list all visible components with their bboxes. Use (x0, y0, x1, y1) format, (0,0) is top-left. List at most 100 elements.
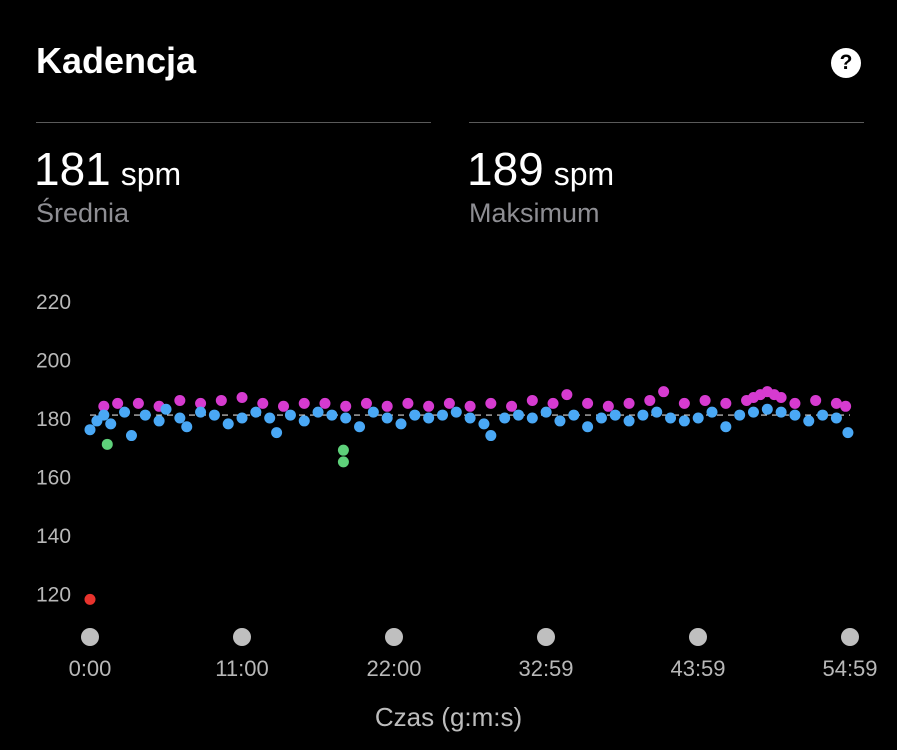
data-point-above_avg (98, 400, 110, 412)
data-point-average (830, 412, 842, 424)
data-point-average (181, 421, 193, 433)
y-tick-label: 200 (36, 350, 71, 373)
average-number: 181 (34, 143, 111, 195)
y-tick-label: 180 (36, 408, 71, 431)
data-point-average (125, 430, 137, 442)
x-tick-marker (841, 628, 859, 646)
data-point-average (637, 409, 649, 421)
x-tick-label: 43:59 (670, 656, 725, 681)
data-point-average (284, 409, 296, 421)
data-point-average (298, 415, 310, 427)
data-point-above_avg (810, 394, 822, 406)
data-point-average (409, 409, 421, 421)
data-point-above_avg (582, 397, 594, 409)
data-point-below_avg (337, 444, 349, 456)
x-tick-marker (81, 628, 99, 646)
y-tick-label: 140 (36, 525, 71, 548)
data-point-below_avg (101, 438, 113, 450)
data-point-above_avg (215, 394, 227, 406)
data-point-above_avg (360, 397, 372, 409)
data-point-average (789, 409, 801, 421)
data-point-average (153, 415, 165, 427)
data-point-average (326, 409, 338, 421)
data-point-average (84, 424, 96, 436)
data-point-above_avg (720, 397, 732, 409)
data-point-below_avg (337, 456, 349, 468)
question-circle-icon[interactable]: ? (831, 48, 861, 78)
average-unit: spm (120, 156, 182, 192)
data-point-average (554, 415, 566, 427)
maximum-number: 189 (467, 143, 544, 195)
x-tick-label: 11:00 (215, 656, 268, 681)
data-point-average (734, 409, 746, 421)
data-point-average (609, 409, 621, 421)
data-point-average (395, 418, 407, 430)
average-label: Średnia (36, 198, 130, 228)
x-axis-title: Czas (g:m:s) (374, 702, 523, 732)
y-tick-label: 160 (36, 467, 71, 490)
x-tick-label: 22:00 (366, 656, 421, 681)
data-point-above_avg (789, 397, 801, 409)
data-point-above_avg (340, 400, 352, 412)
data-point-above_avg (561, 389, 573, 401)
x-tick-label: 0:00 (69, 656, 112, 681)
divider-left (36, 122, 431, 123)
data-point-above_avg (526, 394, 538, 406)
data-point-above_avg (699, 394, 711, 406)
data-point-above_avg (644, 394, 656, 406)
data-point-above_avg (257, 397, 269, 409)
data-point-average (160, 403, 172, 415)
data-point-average (817, 409, 829, 421)
data-point-average (381, 412, 393, 424)
x-tick-marker (689, 628, 707, 646)
data-point-above_avg (623, 397, 635, 409)
data-point-average (236, 412, 248, 424)
data-point-average (367, 406, 379, 418)
data-point-average (464, 412, 476, 424)
data-point-above_avg (602, 400, 614, 412)
data-point-above_avg (423, 400, 435, 412)
data-point-average (651, 406, 663, 418)
data-point-above_avg (506, 400, 518, 412)
data-point-average (775, 406, 787, 418)
maximum-label: Maksimum (469, 198, 600, 228)
data-point-above_avg (547, 397, 559, 409)
data-point-average (340, 412, 352, 424)
data-point-average (174, 412, 186, 424)
data-point-average (623, 415, 635, 427)
data-point-average (512, 409, 524, 421)
data-point-average (250, 406, 262, 418)
x-tick-label: 54:59 (822, 656, 877, 681)
data-point-above_avg (278, 400, 290, 412)
data-point-average (499, 412, 511, 424)
data-point-above_avg (236, 392, 248, 404)
data-point-average (582, 421, 594, 433)
x-tick-marker (537, 628, 555, 646)
data-point-above_avg (402, 397, 414, 409)
data-point-average (222, 418, 234, 430)
data-point-average (526, 412, 538, 424)
data-point-average (720, 421, 732, 433)
data-point-average (803, 415, 815, 427)
x-tick-label: 32:59 (518, 656, 573, 681)
data-point-above_avg (830, 397, 842, 409)
data-point-above_avg (381, 400, 393, 412)
data-point-above_avg (464, 400, 476, 412)
y-tick-label: 220 (36, 291, 71, 314)
data-point-above_avg (840, 400, 852, 412)
maximum-unit: spm (553, 156, 615, 192)
data-point-average (354, 421, 366, 433)
data-point-average (747, 406, 759, 418)
data-point-average (706, 406, 718, 418)
data-point-above_avg (298, 397, 310, 409)
data-point-above_avg (658, 386, 670, 398)
data-point-average (678, 415, 690, 427)
data-point-average (692, 412, 704, 424)
cadence-chart: 120 140 160 180 200 220 0:00 11:00 22:00 32:59 43:… (36, 291, 878, 681)
data-point-above_avg (112, 397, 124, 409)
data-point-average (119, 406, 131, 418)
x-tick-marker (233, 628, 251, 646)
divider-right (469, 122, 864, 123)
x-tick-marker (385, 628, 403, 646)
data-point-average (478, 418, 490, 430)
